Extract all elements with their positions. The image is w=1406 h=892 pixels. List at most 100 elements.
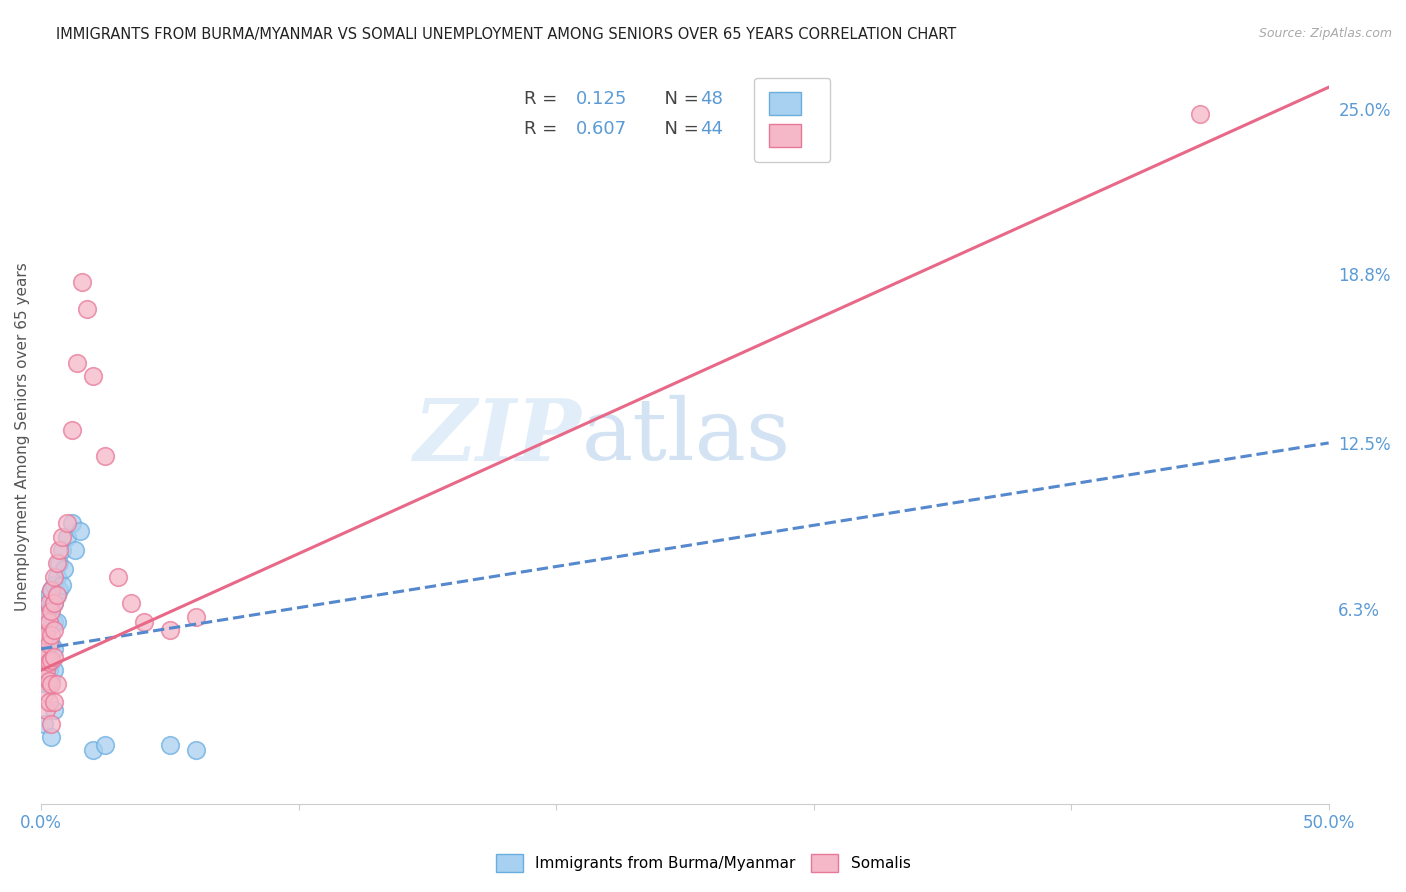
Point <box>38 649 60 664</box>
Point <box>45 588 67 602</box>
Point <box>184 609 207 624</box>
Text: atlas: atlas <box>582 394 792 478</box>
Point <box>48 582 70 597</box>
Point <box>42 596 65 610</box>
Point <box>35 609 58 624</box>
Point <box>38 636 60 650</box>
Point <box>42 615 65 629</box>
Point <box>159 738 181 752</box>
Point <box>35 663 58 677</box>
Point <box>45 676 67 690</box>
Point <box>42 596 65 610</box>
Point <box>60 516 83 531</box>
Point <box>38 604 60 618</box>
Point <box>32 623 55 637</box>
Text: 48: 48 <box>700 90 723 109</box>
Point <box>32 631 55 645</box>
Point <box>35 615 58 629</box>
Point <box>41 582 63 597</box>
Point <box>184 743 207 757</box>
Point <box>35 652 58 666</box>
Point <box>32 716 55 731</box>
Point <box>35 684 58 698</box>
Legend:  ,  : , <box>754 78 831 161</box>
Point <box>38 615 60 629</box>
Point <box>41 673 63 688</box>
Text: R =: R = <box>524 90 568 109</box>
Text: Source: ZipAtlas.com: Source: ZipAtlas.com <box>1258 27 1392 40</box>
Point <box>42 577 65 591</box>
Point <box>48 556 70 570</box>
Point <box>42 649 65 664</box>
Point <box>32 649 55 664</box>
Point <box>35 663 58 677</box>
Legend: Immigrants from Burma/Myanmar, Somalis: Immigrants from Burma/Myanmar, Somalis <box>488 846 918 880</box>
Point <box>32 604 55 618</box>
Point <box>41 655 63 669</box>
Point <box>32 641 55 656</box>
Point <box>41 601 63 615</box>
Point <box>45 588 67 602</box>
Point <box>82 743 104 757</box>
Point <box>35 703 58 717</box>
Point <box>41 676 63 690</box>
Point <box>35 628 58 642</box>
Point <box>42 641 65 656</box>
Point <box>41 730 63 744</box>
Point <box>38 673 60 688</box>
Point <box>45 615 67 629</box>
Point <box>38 655 60 669</box>
Text: IMMIGRANTS FROM BURMA/MYANMAR VS SOMALI UNEMPLOYMENT AMONG SENIORS OVER 65 YEARS: IMMIGRANTS FROM BURMA/MYANMAR VS SOMALI … <box>56 27 956 42</box>
Point <box>41 716 63 731</box>
Point <box>38 596 60 610</box>
Point <box>42 703 65 717</box>
Point <box>42 569 65 583</box>
Point <box>66 356 89 370</box>
Point <box>42 623 65 637</box>
Point <box>51 530 73 544</box>
Text: 44: 44 <box>700 120 723 138</box>
Point <box>35 596 58 610</box>
Point <box>132 615 155 629</box>
Text: ZIP: ZIP <box>413 394 582 478</box>
Point <box>35 647 58 661</box>
Point <box>42 663 65 677</box>
Point <box>38 620 60 634</box>
Point <box>38 663 60 677</box>
Point <box>60 423 83 437</box>
Point <box>41 582 63 597</box>
Point <box>53 561 76 575</box>
Text: 0.125: 0.125 <box>575 90 627 109</box>
Point <box>45 556 67 570</box>
Point <box>45 569 67 583</box>
Point <box>69 524 91 539</box>
Text: N =: N = <box>652 90 704 109</box>
Point <box>56 530 79 544</box>
Point <box>38 636 60 650</box>
Point <box>41 617 63 632</box>
Point <box>32 668 55 682</box>
Point <box>82 369 104 384</box>
Point <box>41 628 63 642</box>
Point <box>94 738 117 752</box>
Point <box>1188 107 1211 121</box>
Point <box>94 450 117 464</box>
Point <box>76 302 98 317</box>
Point <box>41 604 63 618</box>
Point <box>35 628 58 642</box>
Point <box>38 588 60 602</box>
Point <box>120 596 142 610</box>
Point <box>56 516 79 531</box>
Point <box>48 542 70 557</box>
Point <box>159 623 181 637</box>
Text: R =: R = <box>524 120 568 138</box>
Y-axis label: Unemployment Among Seniors over 65 years: Unemployment Among Seniors over 65 years <box>15 262 30 611</box>
Text: 0.607: 0.607 <box>575 120 627 138</box>
Point <box>35 676 58 690</box>
Point <box>51 542 73 557</box>
Text: N =: N = <box>652 120 704 138</box>
Point <box>32 657 55 672</box>
Point <box>72 276 94 290</box>
Point <box>107 569 129 583</box>
Point <box>63 542 86 557</box>
